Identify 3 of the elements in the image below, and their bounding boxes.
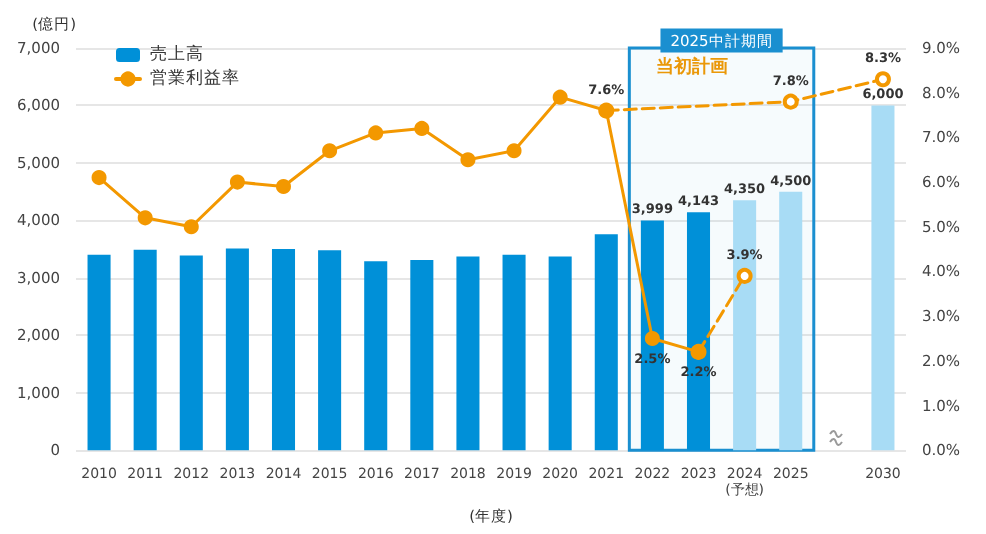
legend-label: 売上高 — [150, 43, 204, 65]
legend-label: 営業利益率 — [150, 67, 240, 89]
annotation: 当初計画 — [655, 55, 728, 78]
